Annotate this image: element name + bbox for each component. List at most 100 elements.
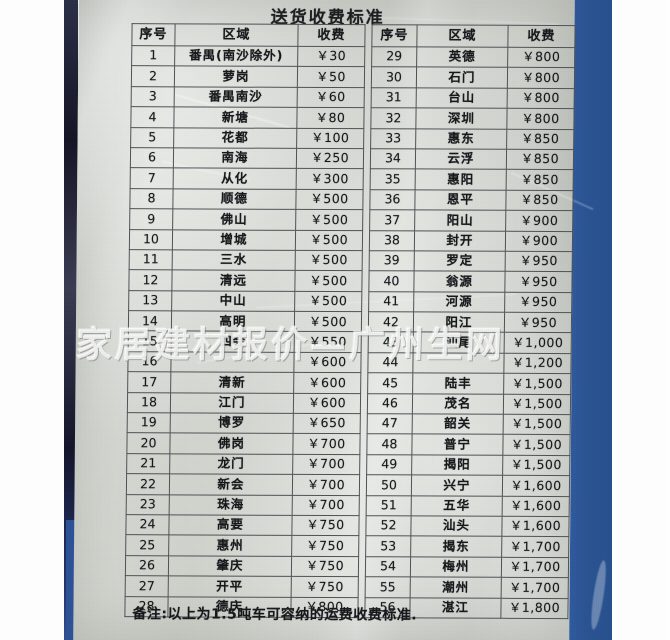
cell-area: 番禺(南沙除外): [174, 45, 298, 67]
cell-no: 5: [130, 127, 174, 148]
fee-table-left-head: 序号 区域 收费: [131, 23, 366, 47]
cell-area: 高要: [168, 514, 293, 536]
cell-no: 11: [129, 249, 173, 271]
document-content: 送货收费标准 序号 区域 收费 1 番禺(南沙除外) ￥30 2 萝岗 ￥50 3 番禺南沙 ￥…: [72, 0, 576, 640]
cell-fee: ￥1,700: [501, 557, 569, 578]
table-row: 19 博罗 ￥650: [127, 412, 361, 435]
cell-no: 9: [129, 208, 173, 230]
cell-fee: ￥600: [293, 352, 362, 373]
table-row: 47 韶关 ￥1,500: [367, 413, 571, 436]
cell-fee: ￥750: [291, 556, 359, 577]
cell-no: 24: [125, 514, 170, 536]
table-row: 55 潮州 ￥1,700: [365, 576, 569, 599]
cell-no: 15: [128, 331, 172, 352]
cell-no: 34: [370, 148, 416, 170]
cell-no: 18: [127, 392, 171, 413]
cell-no: 2: [131, 66, 175, 87]
table-row: 44 ￥1,200: [367, 352, 572, 374]
cell-fee: ￥850: [506, 149, 574, 170]
cell-area: 台山: [416, 87, 508, 109]
cell-area: [412, 352, 505, 374]
cell-fee: ￥850: [506, 169, 574, 191]
cell-fee: ￥750: [291, 515, 360, 537]
table-row: 4 新塘 ￥80: [130, 106, 365, 129]
table-row: 8 顺德 ￥500: [129, 188, 364, 210]
cell-fee: ￥1,700: [501, 536, 569, 558]
table-row: 17 清新 ￥600: [127, 371, 361, 394]
cell-fee: ￥700: [292, 494, 360, 516]
cell-area: 韶关: [412, 413, 504, 435]
table-row: 13 中山 ￥500: [128, 290, 362, 312]
table-row: 2 萝岗 ￥50: [131, 66, 365, 88]
table-row: 35 惠阳 ￥850: [370, 169, 574, 191]
cell-area: 萝岗: [174, 66, 298, 88]
cell-fee: ￥650: [293, 413, 361, 435]
cell-area: 花都: [173, 127, 297, 149]
cell-area: 清新: [170, 372, 294, 394]
cell-area: 翁源: [413, 271, 506, 292]
cell-no: 12: [128, 269, 173, 291]
cell-area: 四会: [171, 331, 295, 353]
cell-no: 31: [371, 87, 417, 109]
cell-fee: ￥1,500: [503, 414, 571, 436]
cell-fee: ￥700: [292, 474, 360, 496]
table-row: 45 陆丰 ￥1,500: [367, 372, 571, 395]
cell-area: 中山: [171, 290, 295, 312]
cell-area: 陆丰: [412, 373, 504, 394]
footer-note: 备注:以上为1.5吨车可容纳的运费收费标准.: [132, 606, 418, 624]
cell-area: 英德: [416, 46, 508, 68]
cell-no: 33: [370, 128, 416, 149]
table-row: 48 普宁 ￥1,500: [366, 434, 571, 456]
cell-no: 19: [127, 412, 171, 434]
cell-area: 五华: [411, 495, 503, 517]
table-row: 26 肇庆 ￥750: [125, 555, 359, 577]
cell-no: 45: [367, 372, 413, 394]
cell-fee: ￥60: [297, 87, 365, 108]
cell-fee: ￥1,000: [504, 332, 572, 354]
table-row: 52 汕头 ￥1,600: [365, 515, 570, 537]
cell-no: 55: [365, 576, 411, 598]
cell-no: 52: [365, 515, 412, 537]
cell-area: 兴宁: [411, 475, 503, 496]
cell-no: 53: [365, 536, 411, 557]
cell-area: 汕头: [410, 515, 503, 537]
cell-no: 22: [126, 473, 170, 495]
cell-fee: ￥1,500: [502, 434, 571, 456]
cell-no: 48: [366, 434, 413, 455]
cell-fee: ￥800: [507, 67, 575, 89]
cell-area: 三水: [172, 249, 296, 271]
cell-area: 揭阳: [411, 454, 503, 476]
cell-fee: ￥850: [506, 128, 574, 150]
fee-table-left: 序号 区域 收费 1 番禺(南沙除外) ￥30 2 萝岗 ￥50 3 番禺南沙 ￥60 4 新塘 ￥8…: [124, 23, 366, 618]
cell-fee: ￥550: [294, 331, 362, 353]
cell-area: 揭东: [410, 536, 502, 558]
cell-area: 从化: [173, 168, 297, 190]
cell-no: 17: [127, 371, 171, 393]
cell-fee: ￥1,600: [501, 516, 570, 537]
cell-area: 珠海: [169, 494, 293, 516]
cell-area: 汕尾: [413, 332, 505, 354]
cell-fee: ￥800: [506, 108, 575, 130]
cell-area: 增城: [172, 229, 296, 251]
cell-fee: ￥900: [505, 210, 573, 232]
table-row: 9 佛山 ￥500: [129, 208, 363, 231]
table-row: 36 恩平 ￥850: [369, 189, 574, 211]
cell-no: 25: [125, 535, 169, 556]
cell-fee: ￥500: [294, 311, 362, 333]
fee-table-right-head: 序号 区域 收费: [371, 24, 576, 48]
table-row: 53 揭东 ￥1,700: [365, 536, 569, 558]
cell-no: 49: [366, 454, 412, 476]
cell-no: 38: [369, 230, 415, 251]
table-row: 24 高要 ￥750: [125, 514, 360, 537]
cell-no: 42: [368, 311, 414, 333]
cell-area: 开平: [168, 575, 292, 597]
cell-area: 普宁: [411, 434, 504, 456]
cell-fee: ￥900: [505, 230, 573, 252]
table-row: 51 五华 ￥1,600: [366, 495, 570, 517]
cell-area: 佛山: [172, 208, 296, 230]
table-row: 31 台山 ￥800: [371, 87, 575, 109]
cell-area: 罗定: [414, 250, 506, 272]
cell-area: 茂名: [412, 393, 504, 415]
cell-area: 博罗: [170, 412, 294, 434]
